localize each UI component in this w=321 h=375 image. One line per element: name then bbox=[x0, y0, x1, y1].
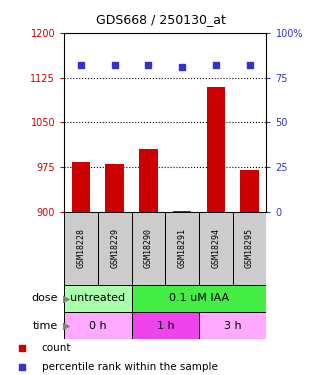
Text: 0.1 uM IAA: 0.1 uM IAA bbox=[169, 293, 229, 303]
Text: time: time bbox=[32, 321, 58, 331]
Point bbox=[78, 62, 83, 68]
Text: untreated: untreated bbox=[70, 293, 126, 303]
Bar bbox=[72, 162, 90, 211]
Text: count: count bbox=[42, 343, 71, 353]
Bar bbox=[240, 170, 259, 211]
Text: GSM18295: GSM18295 bbox=[245, 228, 254, 268]
Text: 1 h: 1 h bbox=[157, 321, 174, 331]
Bar bbox=[139, 149, 158, 211]
Text: GSM18294: GSM18294 bbox=[211, 228, 221, 268]
Point bbox=[20, 345, 25, 351]
Bar bbox=[98, 211, 132, 285]
Point bbox=[112, 62, 117, 68]
Text: dose: dose bbox=[31, 293, 58, 303]
Text: ▶: ▶ bbox=[63, 321, 70, 331]
Text: ▶: ▶ bbox=[63, 293, 70, 303]
Text: 0 h: 0 h bbox=[89, 321, 107, 331]
Bar bbox=[64, 211, 98, 285]
Bar bbox=[132, 312, 199, 339]
Bar bbox=[165, 211, 199, 285]
Text: GSM18290: GSM18290 bbox=[144, 228, 153, 268]
Bar bbox=[106, 164, 124, 211]
Text: GSM18228: GSM18228 bbox=[76, 228, 86, 268]
Point bbox=[180, 64, 185, 70]
Point bbox=[146, 62, 151, 68]
Bar bbox=[199, 312, 266, 339]
Point bbox=[247, 62, 252, 68]
Bar bbox=[207, 87, 225, 212]
Text: GSM18291: GSM18291 bbox=[178, 228, 187, 268]
Bar bbox=[64, 285, 132, 312]
Bar bbox=[199, 211, 233, 285]
Bar bbox=[132, 211, 165, 285]
Text: GSM18229: GSM18229 bbox=[110, 228, 119, 268]
Text: percentile rank within the sample: percentile rank within the sample bbox=[42, 362, 218, 372]
Bar bbox=[233, 211, 266, 285]
Bar bbox=[173, 211, 191, 212]
Bar bbox=[64, 312, 132, 339]
Bar bbox=[132, 285, 266, 312]
Point bbox=[213, 62, 218, 68]
Text: 3 h: 3 h bbox=[224, 321, 241, 331]
Point bbox=[20, 364, 25, 370]
Text: GDS668 / 250130_at: GDS668 / 250130_at bbox=[96, 13, 225, 26]
